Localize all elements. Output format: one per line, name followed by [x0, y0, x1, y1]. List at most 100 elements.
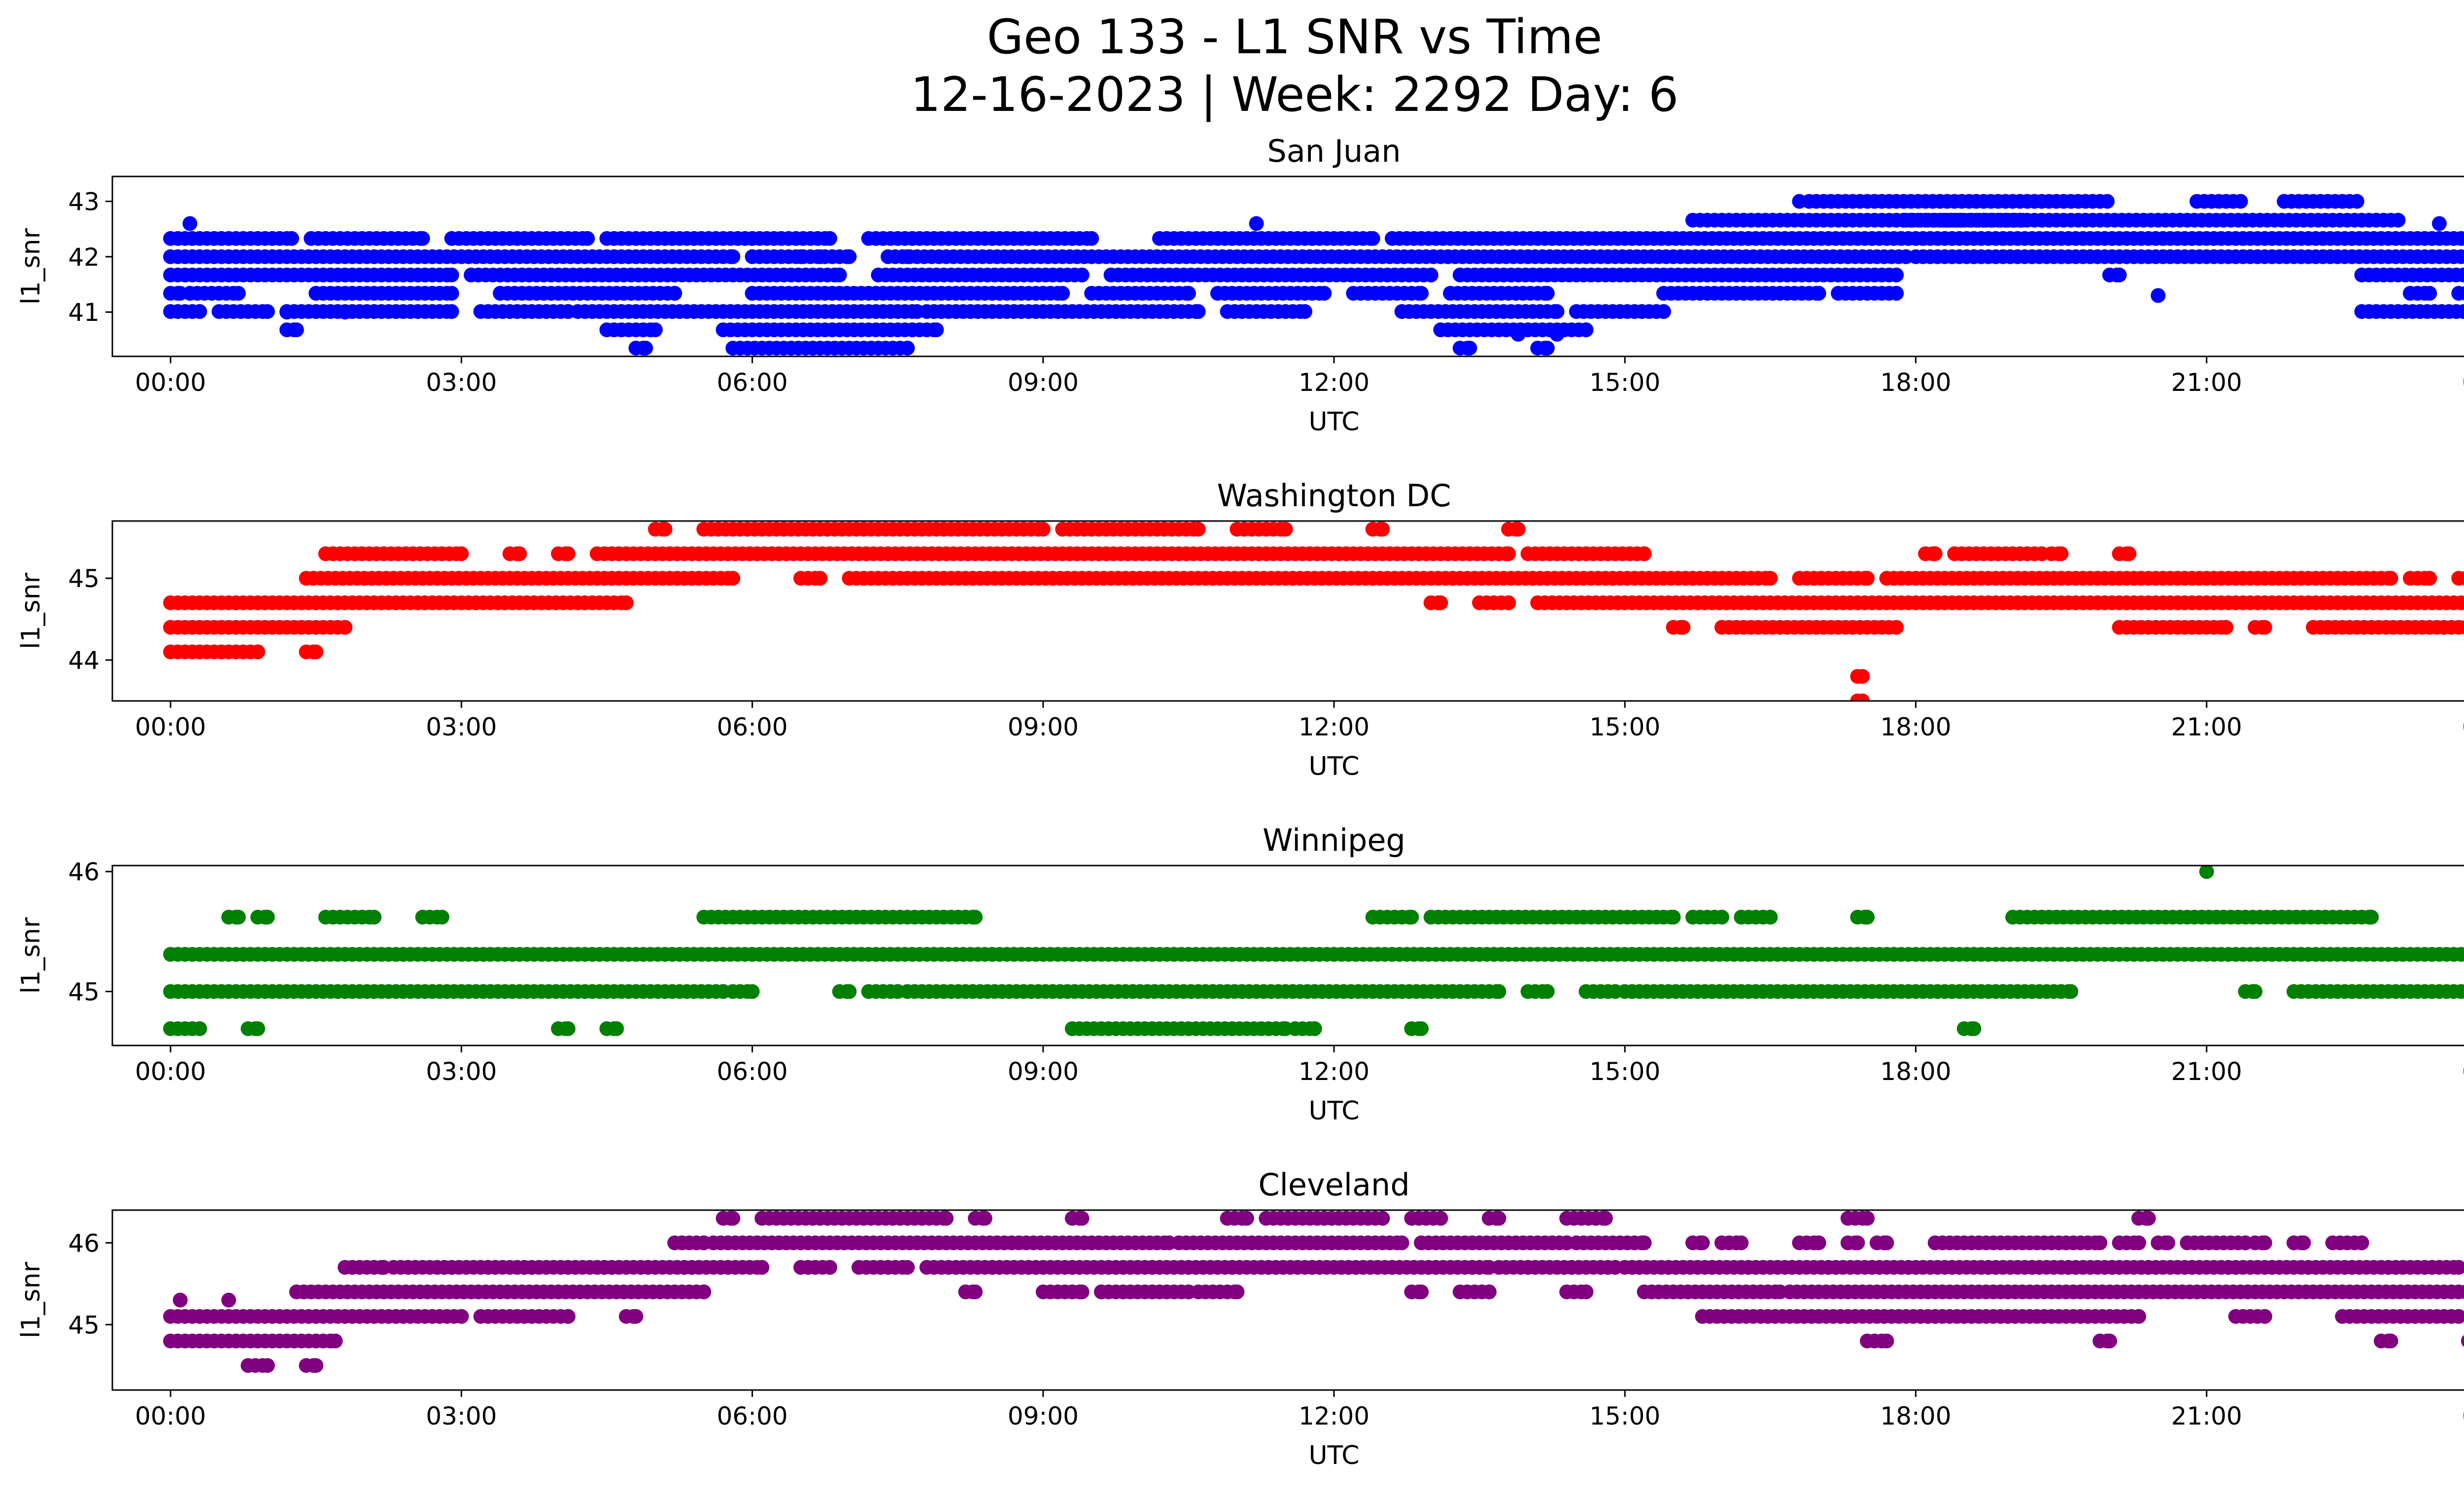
x-tick-label: 00:00 — [135, 713, 206, 741]
y-tick-label: 44 — [68, 646, 100, 675]
data-point — [2459, 286, 2464, 301]
x-tick-label: 03:00 — [426, 368, 497, 397]
x-axis-label: UTC — [1308, 407, 1359, 437]
data-point — [1811, 286, 1826, 301]
data-point — [560, 546, 576, 561]
x-tick-label: 00:00 — [135, 1402, 206, 1430]
y-axis-label: l1_snr — [16, 572, 46, 649]
x-tick-label: 18:00 — [1880, 1402, 1951, 1430]
y-tick-label: 42 — [68, 243, 100, 272]
x-tick-label: 06:00 — [717, 713, 787, 741]
panel-3: Cleveland 00:00 03:00 06:00 09:00 12:00 15:00 1… — [16, 1167, 2464, 1470]
data-point — [1889, 267, 1904, 282]
data-point — [2383, 1333, 2398, 1349]
data-point — [1375, 522, 1390, 537]
data-point — [1927, 546, 1943, 561]
data-point — [1074, 267, 1090, 282]
x-tick-label: 00:00 — [135, 1057, 206, 1086]
figure-subtitle: 12-16-2023 | Week: 2292 Day: 6 — [911, 67, 1679, 123]
x-tick-label: 00:00 — [2462, 368, 2464, 397]
data-point — [1860, 571, 1875, 586]
x-tick-label: 12:00 — [1299, 1057, 1369, 1086]
data-point — [1763, 571, 1778, 586]
data-point — [2131, 1309, 2146, 1324]
y-tick-label: 46 — [68, 1229, 100, 1257]
data-point — [2461, 1335, 2464, 1347]
data-point — [1035, 522, 1051, 537]
data-point — [1540, 286, 1555, 301]
data-point — [1889, 620, 1904, 635]
x-tick-label: 09:00 — [1008, 713, 1079, 741]
data-point — [1491, 1211, 1506, 1226]
data-point — [2233, 194, 2248, 209]
data-point — [667, 286, 683, 301]
data-point — [1656, 304, 1671, 319]
data-point — [2354, 1235, 2369, 1251]
x-axis-label: UTC — [1308, 1096, 1359, 1126]
data-point — [231, 909, 246, 925]
data-point — [2461, 596, 2464, 609]
data-point — [1191, 304, 1206, 319]
data-point — [1491, 984, 1506, 999]
data-point — [1540, 341, 1555, 356]
x-tick-label: 18:00 — [1880, 713, 1951, 741]
data-point — [900, 341, 915, 356]
data-point — [1763, 909, 1778, 925]
data-point — [657, 522, 673, 537]
data-point — [1230, 1284, 1245, 1299]
data-point — [415, 231, 430, 246]
data-point — [1404, 909, 1419, 925]
data-point — [1055, 286, 1070, 301]
data-point — [2112, 267, 2127, 282]
data-point — [822, 1260, 837, 1275]
data-point — [745, 984, 760, 999]
data-point — [1414, 1021, 1429, 1036]
data-point — [1423, 267, 1438, 282]
data-point — [2102, 1333, 2117, 1349]
data-point — [2151, 288, 2166, 303]
data-point — [1578, 322, 1594, 338]
x-tick-label: 03:00 — [426, 1057, 497, 1086]
data-point — [2219, 620, 2234, 635]
data-point — [260, 304, 275, 319]
data-point — [842, 249, 857, 264]
x-tick-label: 21:00 — [2171, 1057, 2242, 1086]
data-point — [1860, 1211, 1875, 1226]
data-point — [1695, 1235, 1710, 1251]
data-point — [308, 644, 324, 660]
x-tick-label: 15:00 — [1589, 368, 1660, 397]
data-point — [1676, 620, 1691, 635]
x-tick-label: 15:00 — [1589, 713, 1660, 741]
x-tick-label: 15:00 — [1589, 1057, 1660, 1086]
data-point — [1714, 909, 1729, 925]
data-point — [1966, 1021, 1982, 1036]
data-point — [260, 909, 275, 925]
panel-title: San Juan — [1267, 133, 1401, 169]
x-tick-label: 00:00 — [135, 368, 206, 397]
data-point — [512, 546, 527, 561]
data-point — [1501, 546, 1516, 561]
data-point — [648, 322, 663, 338]
figure-title: Geo 133 - L1 SNR vs Time — [987, 9, 1603, 65]
data-point — [560, 1021, 576, 1036]
data-point — [328, 1333, 343, 1349]
panel-2: Winnipeg 00:00 03:00 06:00 09:00 12:00 15:00 18… — [16, 822, 2464, 1126]
data-point — [1414, 1284, 1429, 1299]
data-point — [900, 1260, 915, 1275]
data-point — [1549, 304, 1565, 319]
x-tick-label: 21:00 — [2171, 1402, 2242, 1430]
data-point — [1855, 694, 1870, 701]
x-tick-label: 12:00 — [1299, 713, 1369, 741]
data-point — [279, 305, 295, 320]
data-point — [2461, 232, 2464, 244]
data-point — [1578, 1284, 1594, 1299]
x-tick-label: 03:00 — [426, 1402, 497, 1430]
data-point — [1249, 216, 1264, 231]
data-point — [2141, 1211, 2156, 1226]
data-point — [2122, 546, 2137, 561]
data-point — [1792, 194, 1807, 209]
data-point — [1365, 231, 1380, 246]
y-axis-label: l1_snr — [16, 917, 46, 994]
